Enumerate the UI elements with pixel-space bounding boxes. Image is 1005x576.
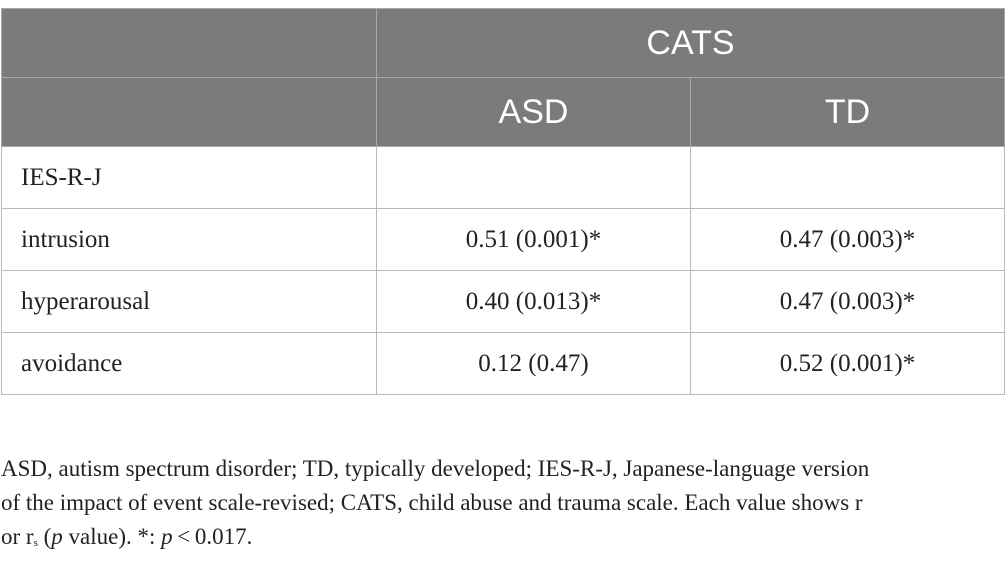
footnote-text: < 0.017.	[172, 524, 253, 549]
td-value: 0.47 (0.003)*	[690, 270, 1005, 333]
table-row: hyperarousal 0.40 (0.013)* 0.47 (0.003)*	[1, 270, 1005, 333]
footnote-line: of the impact of event scale-revised; CA…	[1, 490, 863, 515]
correlation-table: CATS ASD TD IES-R-J intrusion 0.51 (0.00…	[1, 8, 1005, 395]
header-empty-cell	[1, 77, 377, 147]
footnote-text: value). *:	[62, 524, 162, 549]
footnote-subscript: s	[33, 537, 38, 549]
footnote-italic-p: p	[51, 524, 63, 549]
row-label: hyperarousal	[1, 270, 377, 333]
header-row-group: CATS	[1, 8, 1005, 78]
row-label: intrusion	[1, 208, 377, 271]
td-value: 0.52 (0.001)*	[690, 332, 1005, 395]
header-empty-cell	[1, 8, 377, 78]
table-row: avoidance 0.12 (0.47) 0.52 (0.001)*	[1, 332, 1005, 395]
asd-value: 0.51 (0.001)*	[376, 208, 691, 271]
asd-value: 0.40 (0.013)*	[376, 270, 691, 333]
table-footnote: ASD, autism spectrum disorder; TD, typic…	[1, 452, 1004, 558]
td-value: 0.47 (0.003)*	[690, 208, 1005, 271]
asd-value	[376, 146, 691, 209]
footnote-text: (	[37, 524, 52, 549]
header-row-columns: ASD TD	[1, 77, 1005, 147]
asd-value: 0.12 (0.47)	[376, 332, 691, 395]
header-td: TD	[690, 77, 1005, 147]
header-asd: ASD	[376, 77, 691, 147]
footnote-line: or rs (p value). *: p < 0.017.	[1, 520, 1004, 558]
footnote-line: ASD, autism spectrum disorder; TD, typic…	[1, 456, 870, 481]
footnote-text: or r	[1, 524, 34, 549]
table-row: intrusion 0.51 (0.001)* 0.47 (0.003)*	[1, 208, 1005, 271]
table-row: IES-R-J	[1, 146, 1005, 209]
td-value	[690, 146, 1005, 209]
footnote-italic-p: p	[161, 524, 173, 549]
row-label: IES-R-J	[1, 146, 377, 209]
header-cats: CATS	[376, 8, 1005, 78]
row-label: avoidance	[1, 332, 377, 395]
